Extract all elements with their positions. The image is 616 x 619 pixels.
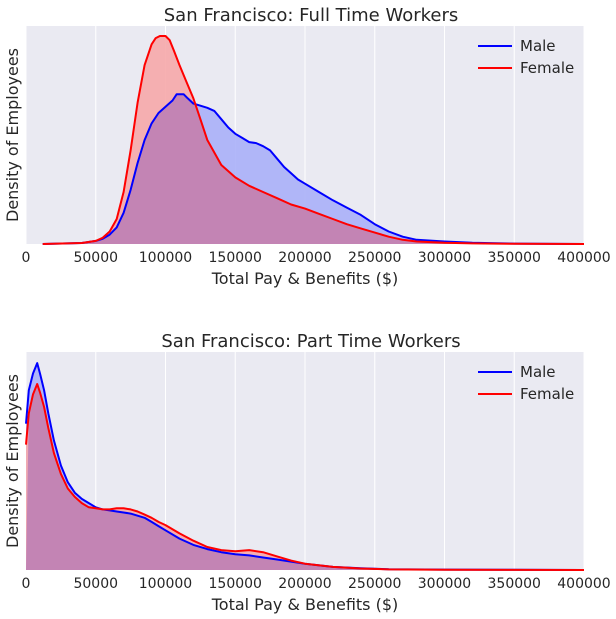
- legend-label-male: Male: [520, 363, 556, 381]
- x-tick-label: 200000: [278, 576, 331, 592]
- x-tick-label: 50000: [73, 576, 118, 592]
- line-female: [25, 383, 585, 571]
- line-female: [42, 35, 585, 245]
- x-tick-label: 50000: [73, 250, 118, 266]
- x-tick-label: 350000: [488, 576, 541, 592]
- x-axis-label: Total Pay & Benefits ($): [211, 595, 399, 614]
- chart-title: San Francisco: Part Time Workers: [161, 331, 460, 352]
- x-tick-label: 0: [22, 576, 31, 592]
- legend-label-female: Female: [520, 59, 574, 77]
- legend-label-male: Male: [520, 37, 556, 55]
- overlap-area: [26, 94, 584, 244]
- x-tick-label: 150000: [209, 250, 262, 266]
- chart-title: San Francisco: Full Time Workers: [164, 5, 459, 26]
- x-tick-label: 300000: [418, 576, 471, 592]
- x-tick-label: 150000: [209, 576, 262, 592]
- full-time-chart: 0 50000 100000 150000 200000 250000 300000 3500…: [3, 5, 611, 288]
- x-tick-label: 250000: [348, 250, 401, 266]
- line-male: [42, 93, 585, 245]
- x-tick-label: 100000: [139, 576, 192, 592]
- overlap-area: [26, 384, 584, 570]
- x-tick-label: 300000: [418, 250, 471, 266]
- x-tick-label: 350000: [488, 250, 541, 266]
- x-tick-label: 100000: [139, 250, 192, 266]
- x-tick-label: 200000: [278, 250, 331, 266]
- y-axis-label: Density of Employees: [3, 374, 22, 548]
- y-axis-label: Density of Employees: [3, 48, 22, 222]
- x-tick-label: 250000: [348, 576, 401, 592]
- x-tick-label: 400000: [557, 250, 610, 266]
- x-axis-label: Total Pay & Benefits ($): [211, 269, 399, 288]
- legend-label-female: Female: [520, 385, 574, 403]
- x-tick-label: 0: [22, 250, 31, 266]
- part-time-chart: 0 50000 100000 150000 200000 250000 300000 3500…: [3, 331, 611, 614]
- x-tick-label: 400000: [557, 576, 610, 592]
